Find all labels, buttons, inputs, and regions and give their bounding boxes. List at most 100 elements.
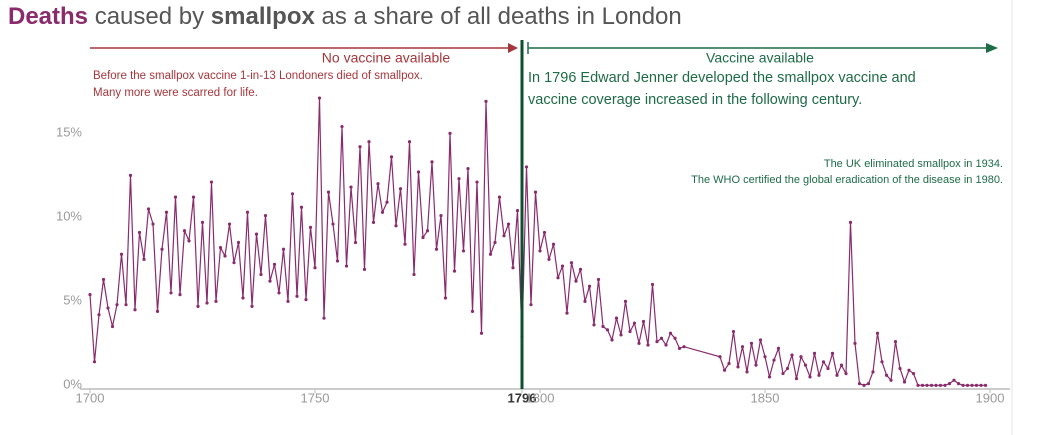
annotation: Before the smallpox vaccine 1-in-13 Lond… <box>93 70 423 82</box>
data-point <box>533 190 538 194</box>
data-point <box>614 316 619 320</box>
data-point <box>871 370 875 374</box>
data-point <box>650 282 655 287</box>
data-point <box>389 155 394 159</box>
title-part: smallpox <box>211 3 316 30</box>
data-point <box>191 195 196 199</box>
data-point <box>430 160 434 164</box>
data-point <box>907 368 911 372</box>
data-point <box>898 366 902 371</box>
data-point <box>565 311 569 315</box>
data-point <box>538 249 542 253</box>
data-point <box>416 170 421 174</box>
data-point <box>902 380 907 384</box>
data-point <box>803 363 808 367</box>
data-point <box>983 383 988 387</box>
data-point <box>304 298 308 302</box>
data-point <box>241 296 245 300</box>
data-point <box>214 299 218 303</box>
data-point <box>349 185 353 189</box>
data-point <box>317 96 322 100</box>
annotation: The UK eliminated smallpox in 1934. <box>824 158 1003 170</box>
data-point <box>362 267 367 271</box>
data-point <box>826 366 830 371</box>
data-point <box>236 240 241 245</box>
data-point <box>677 346 682 350</box>
data-point <box>970 383 974 387</box>
data-point <box>142 257 146 261</box>
data-point <box>623 299 628 303</box>
data-point <box>916 383 920 387</box>
x-tick-label: 1796 <box>508 390 537 405</box>
data-point <box>880 360 884 364</box>
data-point <box>799 355 803 359</box>
data-point <box>862 383 866 387</box>
annotation: vaccine coverage increased in the follow… <box>528 92 862 108</box>
data-point <box>745 370 749 374</box>
data-point <box>209 180 214 184</box>
data-point <box>772 358 776 362</box>
data-point <box>196 304 200 308</box>
data-point <box>164 210 169 214</box>
data-point <box>551 242 556 246</box>
data-point <box>524 165 529 169</box>
data-point <box>785 366 790 371</box>
data-point <box>412 272 416 277</box>
data-point <box>790 353 794 357</box>
data-point <box>223 254 227 258</box>
data-point <box>101 277 106 282</box>
data-point <box>272 262 277 266</box>
data-point <box>443 296 448 300</box>
x-tick-label: 1900 <box>976 390 1005 405</box>
data-point <box>128 173 133 177</box>
data-point <box>884 373 889 377</box>
data-point <box>835 373 839 377</box>
data-point <box>295 294 299 298</box>
data-point <box>466 167 470 171</box>
data-point <box>173 195 178 199</box>
data-point <box>358 145 362 149</box>
data-point <box>646 343 650 347</box>
data-point <box>232 261 236 265</box>
arrow-head <box>986 43 998 53</box>
y-tick-label: 0% <box>63 376 82 391</box>
data-point <box>529 303 533 307</box>
data-point <box>439 214 443 218</box>
data-point <box>682 345 686 349</box>
data-point <box>254 232 259 236</box>
data-point <box>817 373 821 377</box>
data-point <box>736 365 740 369</box>
data-point <box>182 229 187 233</box>
data-point <box>556 276 560 280</box>
chart-title: Deaths caused by smallpox as a share of … <box>8 3 682 30</box>
data-point <box>119 252 124 256</box>
data-point <box>637 341 641 345</box>
data-point <box>727 361 731 366</box>
data-point <box>155 309 160 313</box>
data-point <box>335 259 340 263</box>
data-point <box>290 192 295 196</box>
data-point <box>353 240 358 245</box>
data-point <box>313 266 317 270</box>
data-point <box>376 182 380 186</box>
data-point <box>740 345 745 349</box>
data-point <box>619 333 623 337</box>
data-point <box>578 267 583 271</box>
data-point <box>403 242 407 246</box>
data-point <box>425 229 430 233</box>
data-point <box>326 190 331 194</box>
data-point <box>974 383 979 387</box>
annotation: In 1796 Edward Jenner developed the smal… <box>528 70 916 86</box>
data-point <box>511 266 515 270</box>
data-point <box>331 222 335 226</box>
data-point <box>668 331 673 335</box>
data-point <box>920 383 925 387</box>
data-point <box>574 279 578 283</box>
data-point <box>259 272 263 277</box>
data-point <box>808 375 812 379</box>
data-point <box>484 99 488 103</box>
data-point <box>767 375 772 379</box>
data-point <box>277 291 281 295</box>
data-point <box>133 308 137 312</box>
